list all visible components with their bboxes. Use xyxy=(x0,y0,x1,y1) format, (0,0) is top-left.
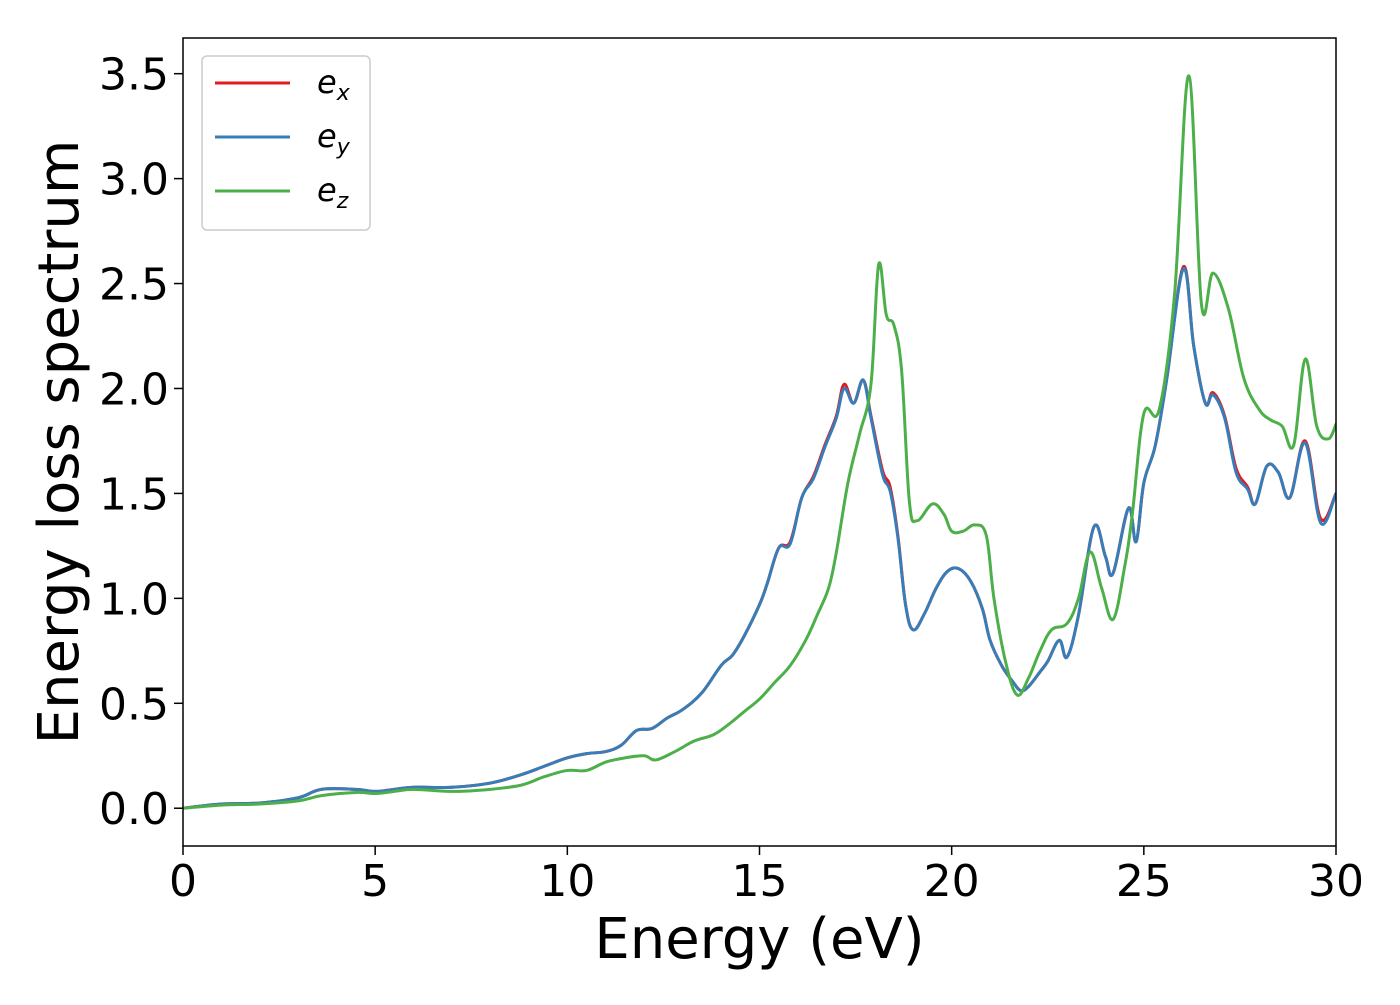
x-tick-label: 20 xyxy=(924,856,980,907)
y-tick-label: 3.0 xyxy=(99,155,169,206)
y-tick-label: 2.5 xyxy=(99,260,169,311)
x-axis-ticks: 0 5 10 15 20 25 30 xyxy=(169,846,1364,907)
y-tick-label: 3.5 xyxy=(99,50,169,101)
y-tick-label: 2.0 xyxy=(99,364,169,415)
y-tick-label: 0.5 xyxy=(99,679,169,730)
legend-label: ez xyxy=(317,171,349,214)
series-line-e-y xyxy=(183,267,1336,810)
y-axis-label: Energy loss spectrum xyxy=(27,140,92,745)
x-tick-label: 25 xyxy=(1116,856,1172,907)
series-line-e-x xyxy=(183,265,1336,810)
legend: ex ey ez xyxy=(201,55,371,231)
x-tick-label: 15 xyxy=(732,856,788,907)
legend-label: ex xyxy=(317,63,351,106)
x-tick-label: 0 xyxy=(169,856,197,907)
x-tick-label: 30 xyxy=(1308,856,1364,907)
series-layer xyxy=(183,74,1336,810)
legend-label: ey xyxy=(317,117,351,160)
legend-box xyxy=(201,55,371,231)
y-tick-label: 0.0 xyxy=(99,784,169,835)
series-line-e-z xyxy=(183,74,1336,810)
x-axis-label: Energy (eV) xyxy=(594,907,924,972)
y-axis-ticks: 0.0 0.5 1.0 1.5 2.0 2.5 3.0 3.5 xyxy=(99,50,183,835)
x-tick-label: 10 xyxy=(539,856,595,907)
x-tick-label: 5 xyxy=(361,856,389,907)
y-tick-label: 1.0 xyxy=(99,574,169,625)
y-tick-label: 1.5 xyxy=(99,469,169,520)
